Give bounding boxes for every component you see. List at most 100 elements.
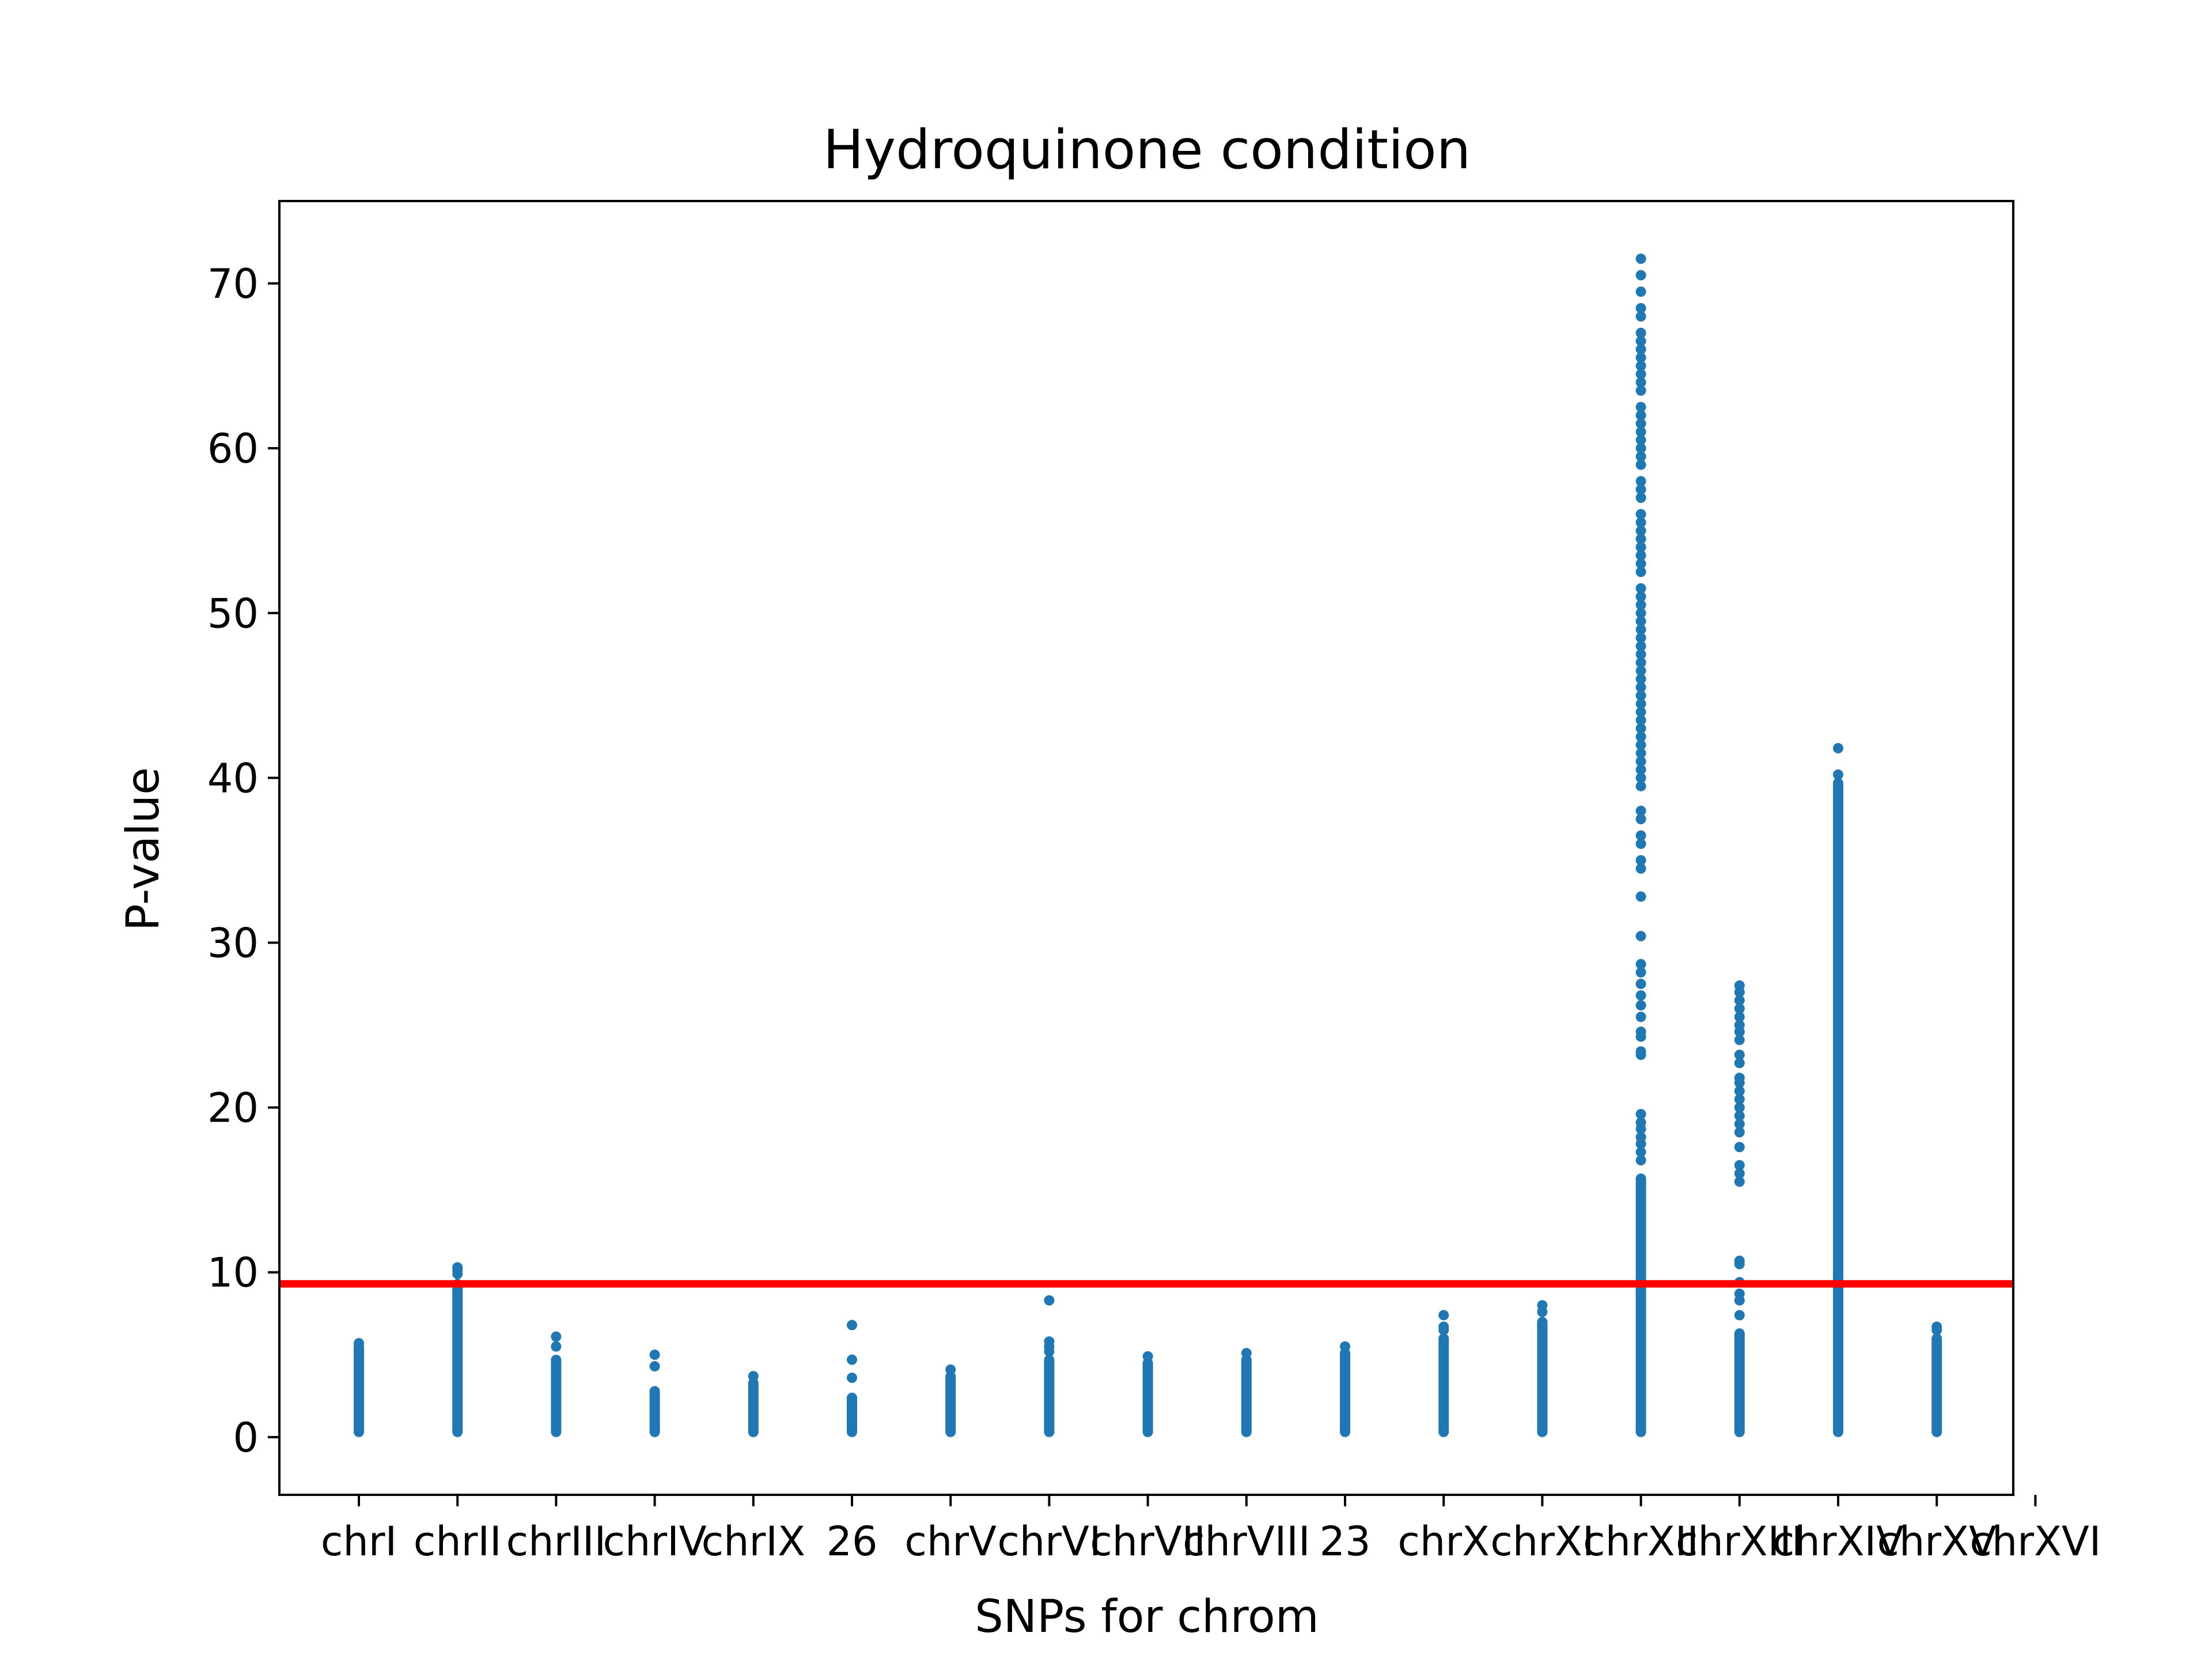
data-point [1734, 1259, 1745, 1270]
data-point [1734, 1127, 1745, 1138]
data-point [1044, 1346, 1055, 1357]
point-column [354, 1343, 364, 1437]
y-tick-label: 20 [207, 1085, 259, 1132]
data-point [1635, 1050, 1646, 1060]
data-point [1734, 1102, 1745, 1113]
data-point [1635, 891, 1646, 902]
data-point [1635, 402, 1646, 412]
data-point [1438, 1310, 1449, 1321]
series-chrII [452, 1262, 463, 1437]
x-tick-label: chrXVI [1969, 1518, 2101, 1565]
data-point [1635, 813, 1646, 824]
x-tick-label: chrII [414, 1518, 502, 1565]
data-point [1635, 311, 1646, 322]
data-point [1635, 451, 1646, 462]
data-point [1734, 1012, 1745, 1022]
data-point [1635, 377, 1646, 388]
data-point [1635, 426, 1646, 437]
point-column [1833, 778, 1843, 1437]
data-point [1635, 624, 1646, 635]
point-column [1734, 1328, 1745, 1437]
series-chrVII [1142, 1351, 1153, 1437]
x-tick-label: chrVI [997, 1518, 1101, 1565]
series-chrIII [551, 1331, 562, 1437]
data-point [649, 1349, 660, 1360]
y-tick-label: 50 [207, 590, 259, 637]
data-point [1635, 484, 1646, 495]
data-point [1635, 385, 1646, 396]
data-point [1734, 1050, 1745, 1060]
x-tick-label: chrIII [506, 1518, 607, 1565]
data-point [1635, 344, 1646, 355]
y-axis-label: P-value [118, 767, 169, 931]
series-chrXI [1537, 1300, 1548, 1437]
data-point [1635, 740, 1646, 751]
data-point [1635, 731, 1646, 742]
data-point [1635, 525, 1646, 536]
data-point [847, 1372, 857, 1383]
data-point [1635, 682, 1646, 693]
data-point [1833, 769, 1843, 780]
data-point [1635, 566, 1646, 577]
data-point [1635, 493, 1646, 503]
data-point [1635, 550, 1646, 561]
point-column [649, 1386, 660, 1437]
data-point [1635, 698, 1646, 709]
data-point [1635, 369, 1646, 380]
y-tick-label: 30 [207, 920, 259, 967]
data-point [1635, 1012, 1646, 1022]
series-chrXIII [1734, 980, 1745, 1437]
data-point [1734, 995, 1745, 1006]
data-point [1734, 1003, 1745, 1014]
data-point [1635, 931, 1646, 942]
data-point [551, 1331, 562, 1342]
data-point [551, 1341, 562, 1352]
data-point [1635, 352, 1646, 363]
data-point [1635, 805, 1646, 816]
data-point [1142, 1351, 1153, 1362]
x-tick-label: chrX [1397, 1518, 1490, 1565]
data-point [1635, 665, 1646, 676]
data-point [1044, 1295, 1055, 1306]
data-point [1635, 748, 1646, 759]
data-point [1635, 830, 1646, 841]
data-point [1635, 608, 1646, 619]
data-point [1635, 517, 1646, 528]
data-point [1635, 979, 1646, 990]
plot-area [354, 253, 1942, 1437]
series-chrIX [748, 1370, 759, 1437]
data-point [748, 1370, 759, 1381]
point-column [748, 1377, 759, 1437]
axes-frame [278, 200, 2014, 1496]
data-point [1635, 1031, 1646, 1042]
data-point [1635, 1123, 1646, 1134]
x-tick-label: chrXV [1877, 1518, 1997, 1565]
data-point [1635, 558, 1646, 569]
data-point [1635, 641, 1646, 652]
point-column [1044, 1354, 1055, 1437]
x-tick-label: chrVII [1090, 1518, 1206, 1565]
chart-title: Hydroquinone condition [823, 119, 1471, 181]
data-point [945, 1364, 956, 1375]
data-point [1635, 591, 1646, 602]
data-point [1635, 327, 1646, 338]
data-point [1734, 1160, 1745, 1171]
data-point [1833, 743, 1843, 753]
data-point [1635, 1000, 1646, 1011]
point-column [1340, 1348, 1350, 1437]
data-point [1635, 715, 1646, 726]
data-point [1635, 302, 1646, 313]
point-column [847, 1392, 857, 1437]
data-point [1635, 583, 1646, 594]
data-point [1635, 533, 1646, 544]
series-26 [847, 1320, 857, 1437]
data-point [1635, 509, 1646, 520]
data-point [1635, 1155, 1646, 1166]
data-point [1635, 410, 1646, 421]
data-point [1734, 1058, 1745, 1069]
point-column [452, 1279, 463, 1437]
data-point [1734, 987, 1745, 998]
x-tick-label: chrIX [702, 1518, 805, 1565]
x-tick-label: chrXI [1490, 1518, 1594, 1565]
